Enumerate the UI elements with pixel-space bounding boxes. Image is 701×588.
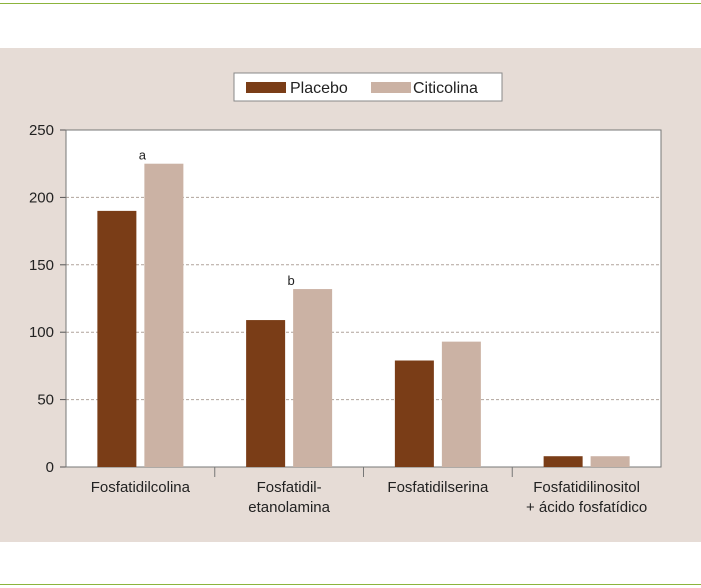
x-category-label: Fosfatidil- (257, 479, 322, 496)
bar-citicolina (144, 163, 184, 467)
x-category-label: etanolamina (248, 499, 330, 516)
legend-swatch-citicolina (371, 82, 411, 93)
bar-citicolina (590, 456, 630, 467)
bar-annotation: b (288, 273, 295, 288)
legend-label-placebo: Placebo (290, 80, 348, 97)
legend-swatch-placebo (246, 82, 286, 93)
x-category-label: Fosfatidilinositol (533, 479, 640, 496)
legend-label-citicolina: Citicolina (413, 80, 478, 97)
x-category-label: + ácido fosfatídico (526, 499, 647, 516)
y-tick-label: 100 (29, 324, 54, 341)
y-tick-label: 0 (46, 459, 54, 476)
bar-placebo (97, 210, 137, 467)
y-tick-label: 150 (29, 257, 54, 274)
bar-placebo (246, 320, 286, 467)
bar-citicolina (293, 289, 333, 467)
y-tick-label: 200 (29, 189, 54, 206)
bottom-accent-rule (0, 584, 701, 585)
bar-citicolina (441, 341, 481, 467)
y-tick-label: 250 (29, 122, 54, 139)
x-category-label: Fosfatidilserina (387, 479, 489, 496)
top-accent-rule (0, 3, 701, 4)
bar-placebo (543, 456, 583, 467)
bar-placebo (394, 360, 434, 467)
x-category-label: Fosfatidilcolina (91, 479, 191, 496)
y-tick-label: 50 (37, 392, 54, 409)
bar-annotation: a (139, 148, 147, 163)
